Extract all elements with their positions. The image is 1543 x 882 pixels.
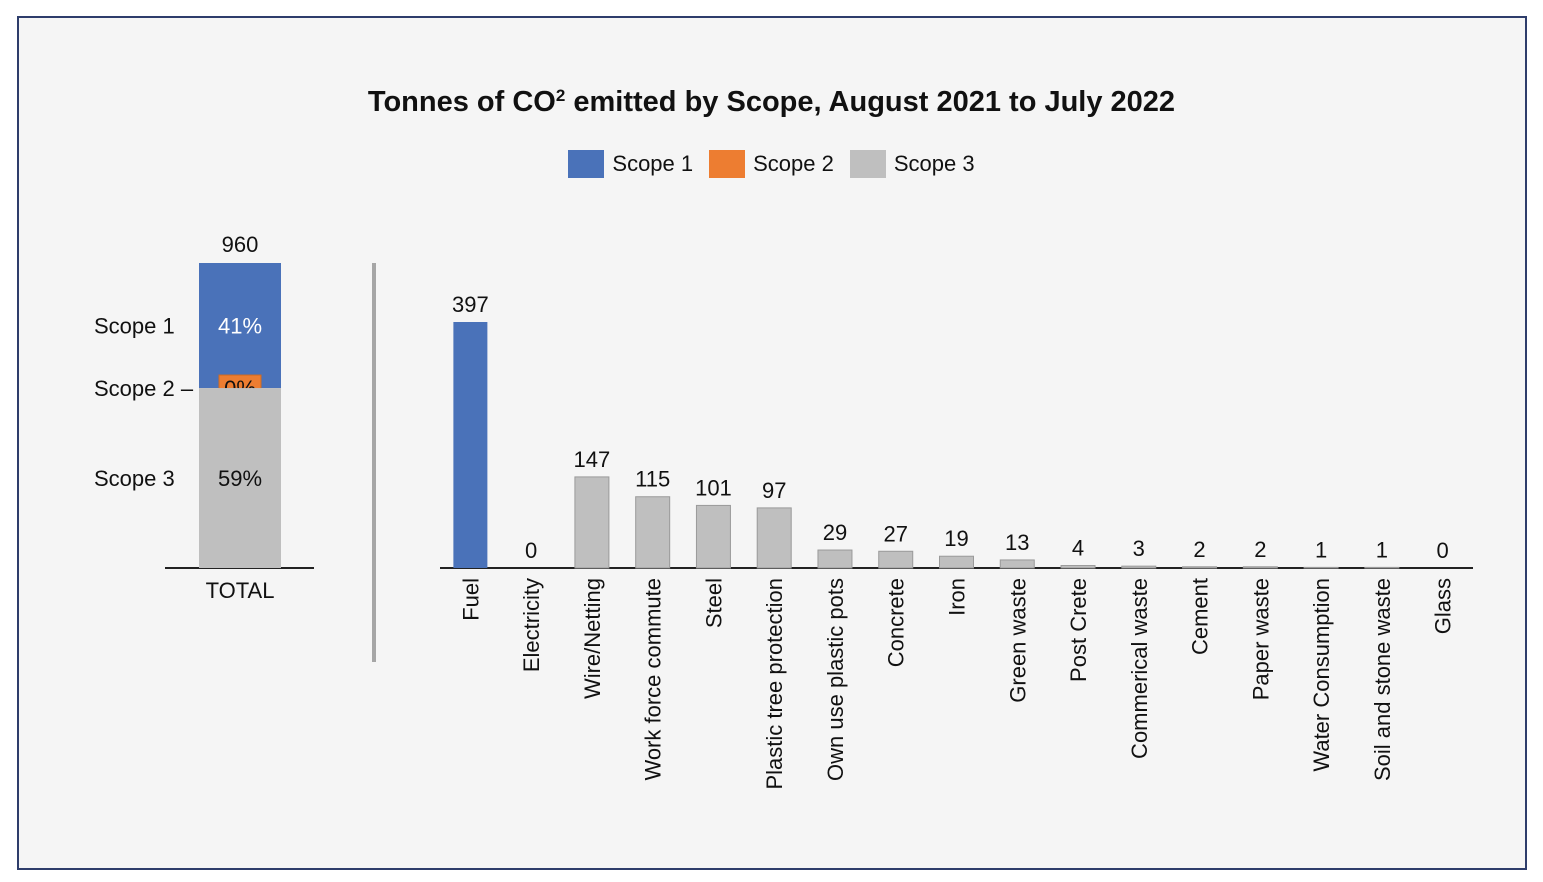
data-label-iron: 19 <box>944 526 968 551</box>
category-label-own-use-plastic-pots: Own use plastic pots <box>823 578 848 781</box>
bar-water-consumption <box>1303 566 1339 569</box>
total-side-label-scope-2: Scope 2 – <box>94 376 194 401</box>
bar-commerical-waste <box>1121 565 1157 569</box>
bar-wire-netting <box>574 476 610 569</box>
legend-item-scope-2: Scope 2 <box>709 150 834 178</box>
bar-cement <box>1182 566 1218 569</box>
bar-work-force-commute <box>635 496 671 569</box>
legend-swatch-scope-3 <box>849 150 886 178</box>
data-label-wire-netting: 147 <box>574 447 611 472</box>
category-label-work-force-commute: Work force commute <box>641 578 666 781</box>
data-label-water-consumption: 1 <box>1315 537 1327 562</box>
category-label-commerical-waste: Commerical waste <box>1127 578 1152 759</box>
data-label-work-force-commute: 115 <box>635 467 670 492</box>
data-label-steel: 101 <box>695 475 732 500</box>
data-label-cement: 2 <box>1193 537 1205 562</box>
legend-label-scope-3: Scope 3 <box>893 151 975 176</box>
legend: Scope 1 Scope 2 Scope 3 <box>0 150 1543 178</box>
total-category-label: TOTAL <box>206 578 275 603</box>
data-label-concrete: 27 <box>883 521 907 546</box>
bar-own-use-plastic-pots <box>817 549 853 569</box>
category-label-soil-and-stone-waste: Soil and stone waste <box>1370 578 1395 781</box>
total-side-label-scope-1: Scope 1 <box>94 314 175 339</box>
data-label-paper-waste: 2 <box>1254 537 1266 562</box>
data-label-electricity: 0 <box>525 538 537 563</box>
total-segment-label-scope-3: 59% <box>218 466 262 491</box>
data-label-commerical-waste: 3 <box>1133 536 1145 561</box>
data-label-post-crete: 4 <box>1072 536 1084 561</box>
category-label-steel: Steel <box>701 578 726 628</box>
category-label-green-waste: Green waste <box>1005 578 1030 703</box>
chart-title: Tonnes of CO2 emitted by Scope, August 2… <box>0 86 1543 119</box>
total-segment-scope-3 <box>199 388 281 568</box>
category-label-cement: Cement <box>1188 578 1213 655</box>
data-label-own-use-plastic-pots: 29 <box>823 520 847 545</box>
data-label-plastic-tree-protection: 97 <box>762 478 786 503</box>
bar-steel <box>695 504 731 569</box>
legend-item-scope-1: Scope 1 <box>568 150 693 178</box>
category-label-wire-netting: Wire/Netting <box>580 578 605 699</box>
total-side-label-scope-3: Scope 3 <box>94 466 175 491</box>
total-segment-label-scope-1: 41% <box>218 314 262 339</box>
data-label-glass: 0 <box>1436 538 1448 563</box>
legend-swatch-scope-2 <box>709 150 746 178</box>
legend-label-scope-1: Scope 1 <box>612 151 694 176</box>
legend-item-scope-3: Scope 3 <box>849 150 975 178</box>
bar-plastic-tree-protection <box>756 507 792 569</box>
category-label-water-consumption: Water Consumption <box>1309 578 1334 772</box>
legend-swatch-scope-1 <box>568 150 605 178</box>
category-label-plastic-tree-protection: Plastic tree protection <box>762 578 787 790</box>
bar-concrete <box>878 550 914 569</box>
bar-fuel <box>453 322 488 568</box>
bar-soil-and-stone-waste <box>1364 566 1400 569</box>
category-label-fuel: Fuel <box>458 578 483 621</box>
bar-paper-waste <box>1242 566 1278 569</box>
legend-label-scope-2: Scope 2 <box>753 151 834 176</box>
category-label-paper-waste: Paper waste <box>1248 578 1273 700</box>
bar-green-waste <box>999 559 1035 569</box>
category-label-iron: Iron <box>945 578 970 616</box>
total-segment-scope-1 <box>199 263 281 389</box>
data-label-green-waste: 13 <box>1005 530 1029 555</box>
data-label-fuel: 397 <box>452 292 489 317</box>
category-label-concrete: Concrete <box>884 578 909 667</box>
bar-post-crete <box>1060 565 1096 569</box>
data-label-soil-and-stone-waste: 1 <box>1376 537 1388 562</box>
category-label-post-crete: Post Crete <box>1066 578 1091 682</box>
title-text: Tonnes of CO2 emitted by Scope, August 2… <box>367 86 1176 118</box>
category-label-electricity: Electricity <box>519 578 544 672</box>
bar-iron <box>939 555 974 569</box>
total-value-label: 960 <box>222 232 259 257</box>
category-label-glass: Glass <box>1431 578 1456 634</box>
